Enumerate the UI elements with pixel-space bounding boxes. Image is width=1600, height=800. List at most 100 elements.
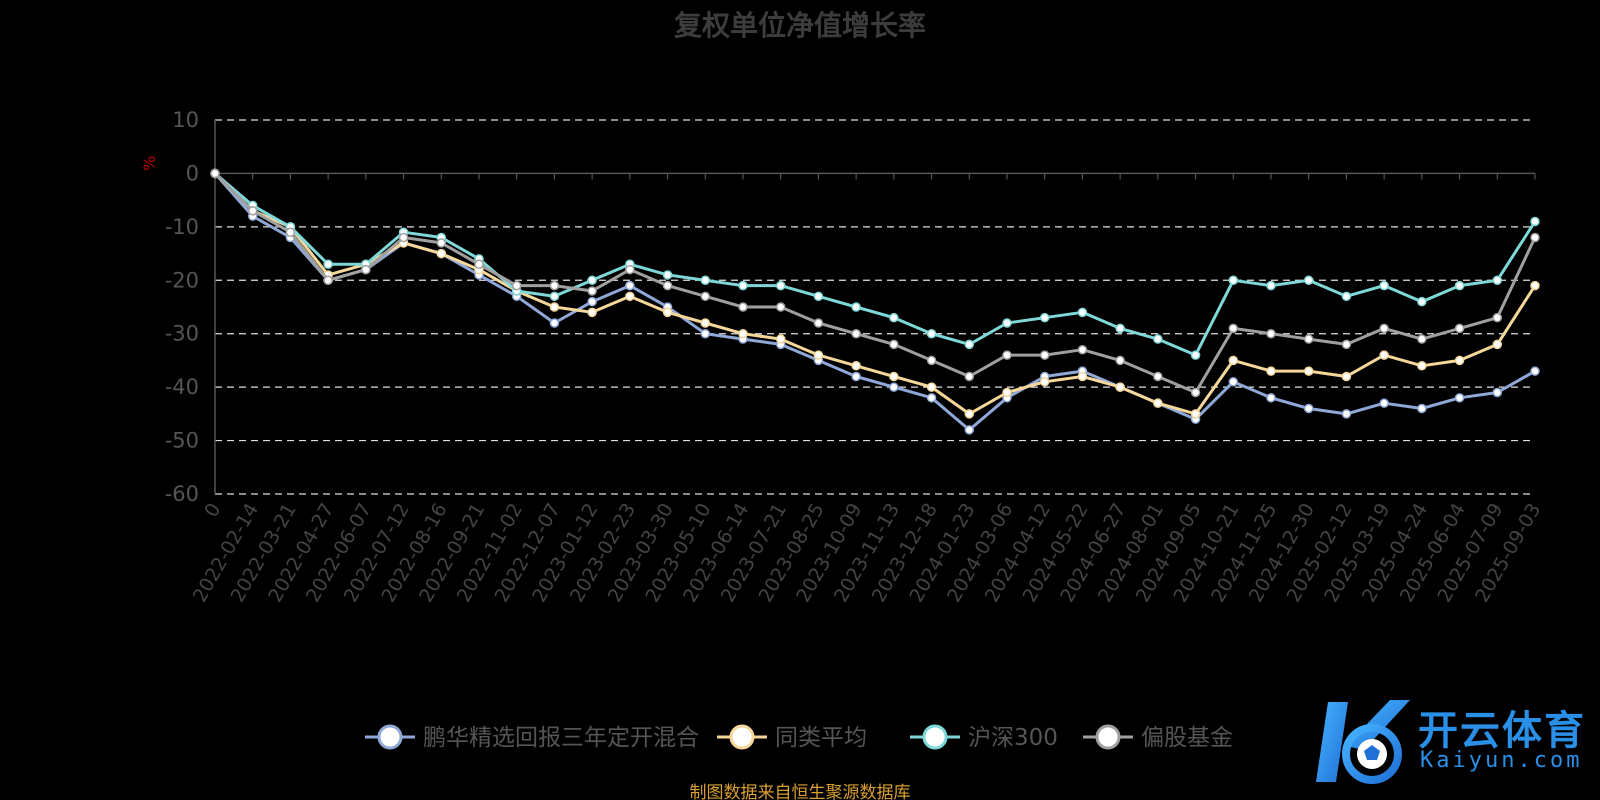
data-point[interactable] xyxy=(1417,361,1427,371)
data-point[interactable] xyxy=(1153,371,1163,382)
data-point[interactable] xyxy=(700,328,711,339)
series-line[interactable] xyxy=(213,172,1536,432)
data-point[interactable] xyxy=(1492,312,1503,323)
data-point[interactable] xyxy=(1454,355,1465,366)
legend-item[interactable]: 偏股基金 xyxy=(1083,724,1233,751)
data-point[interactable] xyxy=(1228,323,1239,334)
data-point[interactable] xyxy=(1530,232,1540,243)
data-point[interactable] xyxy=(549,302,560,312)
data-point[interactable] xyxy=(738,328,748,339)
data-point[interactable] xyxy=(1341,339,1352,350)
data-point[interactable] xyxy=(964,425,975,435)
data-point[interactable] xyxy=(1303,275,1314,286)
data-point[interactable] xyxy=(926,355,937,366)
data-point[interactable] xyxy=(1266,328,1276,339)
series-line[interactable] xyxy=(214,172,1537,357)
data-point[interactable] xyxy=(1266,280,1276,291)
data-point[interactable] xyxy=(851,361,861,371)
data-point[interactable] xyxy=(398,232,409,243)
data-point[interactable] xyxy=(1341,291,1352,302)
data-point[interactable] xyxy=(436,248,447,259)
data-point[interactable] xyxy=(1379,350,1389,360)
data-point[interactable] xyxy=(323,275,333,286)
data-point[interactable] xyxy=(851,328,861,339)
data-point[interactable] xyxy=(1303,403,1314,414)
data-point[interactable] xyxy=(1303,334,1314,344)
data-point[interactable] xyxy=(1454,393,1465,403)
data-point[interactable] xyxy=(1228,355,1239,366)
data-point[interactable] xyxy=(1266,366,1276,376)
data-point[interactable] xyxy=(1341,371,1352,382)
data-point[interactable] xyxy=(738,280,748,291)
data-point[interactable] xyxy=(1303,366,1314,376)
data-point[interactable] xyxy=(926,328,937,339)
data-point[interactable] xyxy=(323,259,333,270)
data-point[interactable] xyxy=(1077,307,1088,318)
data-point[interactable] xyxy=(813,291,824,302)
data-point[interactable] xyxy=(1190,350,1201,360)
data-point[interactable] xyxy=(1417,403,1427,414)
data-point[interactable] xyxy=(587,307,597,318)
data-point[interactable] xyxy=(1530,366,1540,376)
data-point[interactable] xyxy=(587,286,597,296)
data-point[interactable] xyxy=(1190,409,1201,419)
data-point[interactable] xyxy=(1077,344,1088,355)
data-point[interactable] xyxy=(625,291,635,302)
data-point[interactable] xyxy=(1492,275,1503,286)
data-point[interactable] xyxy=(1492,387,1503,398)
data-point[interactable] xyxy=(549,280,560,291)
data-point[interactable] xyxy=(813,318,824,328)
data-point[interactable] xyxy=(549,291,560,302)
data-point[interactable] xyxy=(1417,296,1427,307)
data-point[interactable] xyxy=(889,312,899,323)
data-point[interactable] xyxy=(1492,339,1503,350)
data-point[interactable] xyxy=(625,264,635,275)
data-point[interactable] xyxy=(1002,350,1012,360)
data-point[interactable] xyxy=(549,318,560,328)
data-point[interactable] xyxy=(889,371,899,382)
data-point[interactable] xyxy=(474,259,484,270)
data-point[interactable] xyxy=(851,371,861,382)
data-point[interactable] xyxy=(1379,323,1389,334)
series-line[interactable] xyxy=(213,172,1537,394)
data-point[interactable] xyxy=(662,307,673,318)
data-point[interactable] xyxy=(511,280,522,291)
data-point[interactable] xyxy=(700,291,711,302)
data-point[interactable] xyxy=(1379,280,1389,291)
data-point[interactable] xyxy=(285,227,296,237)
data-point[interactable] xyxy=(1077,371,1088,382)
series-line[interactable] xyxy=(213,172,1537,416)
data-point[interactable] xyxy=(700,275,711,286)
data-point[interactable] xyxy=(361,264,371,275)
data-point[interactable] xyxy=(1530,216,1540,227)
data-point[interactable] xyxy=(1530,280,1540,291)
legend-item[interactable]: 沪深300 xyxy=(910,724,1058,751)
data-point[interactable] xyxy=(964,371,975,382)
data-point[interactable] xyxy=(210,168,220,179)
data-point[interactable] xyxy=(587,296,597,307)
data-point[interactable] xyxy=(1190,387,1201,398)
data-point[interactable] xyxy=(662,280,673,291)
legend-item[interactable]: 同类平均 xyxy=(717,724,867,751)
data-point[interactable] xyxy=(1341,409,1352,419)
data-point[interactable] xyxy=(1115,355,1125,366)
data-point[interactable] xyxy=(662,270,673,280)
data-point[interactable] xyxy=(926,382,937,392)
data-point[interactable] xyxy=(625,280,635,291)
data-point[interactable] xyxy=(1115,382,1125,392)
data-point[interactable] xyxy=(775,334,786,344)
data-point[interactable] xyxy=(1039,312,1050,323)
data-point[interactable] xyxy=(964,409,975,419)
data-point[interactable] xyxy=(1115,323,1125,334)
data-point[interactable] xyxy=(1454,323,1465,334)
data-point[interactable] xyxy=(1002,318,1012,328)
data-point[interactable] xyxy=(587,275,597,286)
data-point[interactable] xyxy=(775,302,786,312)
data-point[interactable] xyxy=(1039,350,1050,360)
data-point[interactable] xyxy=(775,280,786,291)
data-point[interactable] xyxy=(1266,393,1276,403)
data-point[interactable] xyxy=(1454,280,1465,291)
data-point[interactable] xyxy=(1039,377,1050,387)
data-point[interactable] xyxy=(1379,398,1389,408)
data-point[interactable] xyxy=(926,393,937,403)
